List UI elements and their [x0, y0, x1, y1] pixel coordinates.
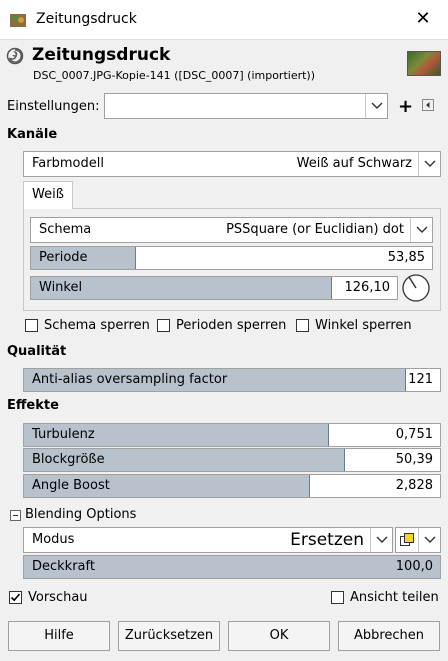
chevron-down-icon[interactable]: [418, 528, 440, 552]
turbulenz-label: Turbulenz: [32, 427, 95, 442]
collapse-icon[interactable]: [10, 510, 21, 521]
periode-value: 53,85: [387, 250, 425, 265]
turbulenz-slider[interactable]: Turbulenz 0,751: [23, 423, 441, 447]
deckkraft-fill: [24, 556, 440, 578]
angle-boost-value: 2,828: [395, 478, 433, 493]
modus-value: Ersetzen: [290, 530, 364, 550]
kanaele-section-label: Kanäle: [7, 127, 58, 142]
winkel-slider[interactable]: Winkel 126,10: [30, 276, 398, 300]
antialias-value: 121: [408, 372, 433, 387]
blockgroesse-slider[interactable]: Blockgröße 50,39: [23, 448, 441, 472]
chevron-down-icon[interactable]: [410, 218, 432, 242]
chevron-down-icon[interactable]: [370, 528, 392, 552]
vorschau-checkbox[interactable]: Vorschau: [9, 590, 88, 605]
turbulenz-fill: [24, 424, 329, 446]
schema-combo[interactable]: Schema PSSquare (or Euclidian) dot: [30, 217, 433, 243]
tab-weiss[interactable]: Weiß: [23, 181, 73, 209]
window-title: Zeitungsdruck: [36, 11, 137, 27]
dialog-subtitle: DSC_0007.JPG-Kopie-141 ([DSC_0007] (impo…: [33, 69, 316, 82]
winkel-value: 126,10: [344, 280, 391, 295]
composite-mode-combo[interactable]: [395, 527, 441, 553]
checkbox-box[interactable]: [25, 319, 38, 332]
effekte-section-label: Effekte: [7, 398, 59, 413]
tab-weiss-label: Weiß: [32, 187, 64, 202]
gegl-filter-icon: [6, 47, 24, 65]
schema-sperren-checkbox[interactable]: Schema sperren: [25, 318, 150, 333]
checkbox-box[interactable]: [157, 319, 170, 332]
chevron-down-icon[interactable]: [418, 152, 440, 176]
farbmodell-combo[interactable]: Farbmodell Weiß auf Schwarz: [23, 151, 441, 177]
add-preset-icon[interactable]: +: [398, 96, 414, 117]
blockgroesse-fill: [24, 449, 345, 471]
checkbox-box[interactable]: [331, 591, 344, 604]
dialog-title: Zeitungsdruck: [32, 45, 171, 65]
composite-mode-icon: [400, 533, 414, 546]
farbmodell-value: Weiß auf Schwarz: [296, 156, 412, 171]
gimp-app-icon: [10, 14, 26, 27]
presets-label: Einstellungen:: [7, 99, 100, 114]
qualitaet-section-label: Qualität: [7, 344, 67, 359]
image-thumbnail: [407, 51, 441, 76]
deckkraft-label: Deckkraft: [32, 559, 95, 574]
periode-slider[interactable]: Periode 53,85: [30, 246, 433, 270]
periode-fill: [31, 247, 136, 269]
deckkraft-value: 100,0: [395, 559, 433, 574]
close-icon: ✕: [415, 8, 431, 29]
periode-label: Periode: [39, 250, 88, 265]
blending-options-label: Blending Options: [25, 507, 137, 522]
schema-sperren-label: Schema sperren: [44, 318, 150, 333]
perioden-sperren-checkbox[interactable]: Perioden sperren: [157, 318, 286, 333]
modus-label: Modus: [32, 532, 75, 547]
angle-boost-fill: [24, 475, 310, 497]
hilfe-button[interactable]: Hilfe: [8, 621, 110, 651]
checkmark-icon: [10, 593, 21, 602]
close-button[interactable]: ✕: [410, 6, 436, 32]
blockgroesse-value: 50,39: [395, 452, 433, 467]
deckkraft-slider[interactable]: Deckkraft 100,0: [23, 555, 441, 579]
antialias-fill: [24, 369, 406, 391]
angle-dial-icon[interactable]: [401, 273, 431, 303]
vorschau-label: Vorschau: [28, 590, 88, 605]
presets-combo[interactable]: [104, 93, 388, 119]
farbmodell-label: Farbmodell: [32, 156, 104, 171]
chevron-down-icon[interactable]: [365, 94, 387, 118]
ansicht-teilen-checkbox[interactable]: Ansicht teilen: [331, 590, 439, 605]
title-bar: Zeitungsdruck ✕: [0, 0, 448, 40]
angle-boost-slider[interactable]: Angle Boost 2,828: [23, 474, 441, 498]
antialias-slider[interactable]: Anti-alias oversampling factor 121: [23, 368, 441, 392]
checkbox-box[interactable]: [9, 591, 22, 604]
schema-value: PSSquare (or Euclidian) dot: [226, 222, 404, 237]
zuruecksetzen-button[interactable]: Zurücksetzen: [118, 621, 220, 651]
antialias-label: Anti-alias oversampling factor: [32, 372, 228, 387]
dialog-header: Zeitungsdruck DSC_0007.JPG-Kopie-141 ([D…: [0, 40, 448, 90]
ansicht-teilen-label: Ansicht teilen: [350, 590, 439, 605]
angle-boost-label: Angle Boost: [32, 478, 110, 493]
winkel-fill: [31, 277, 332, 299]
winkel-sperren-checkbox[interactable]: Winkel sperren: [296, 318, 412, 333]
preset-menu-icon[interactable]: [422, 99, 434, 111]
blockgroesse-label: Blockgröße: [32, 452, 105, 467]
schema-label: Schema: [39, 222, 92, 237]
perioden-sperren-label: Perioden sperren: [176, 318, 287, 333]
ok-button[interactable]: OK: [228, 621, 330, 651]
turbulenz-value: 0,751: [395, 427, 433, 442]
abbrechen-button[interactable]: Abbrechen: [338, 621, 440, 651]
winkel-label: Winkel: [39, 280, 83, 295]
winkel-sperren-label: Winkel sperren: [315, 318, 412, 333]
modus-combo[interactable]: Modus Ersetzen: [23, 527, 393, 553]
checkbox-box[interactable]: [296, 319, 309, 332]
